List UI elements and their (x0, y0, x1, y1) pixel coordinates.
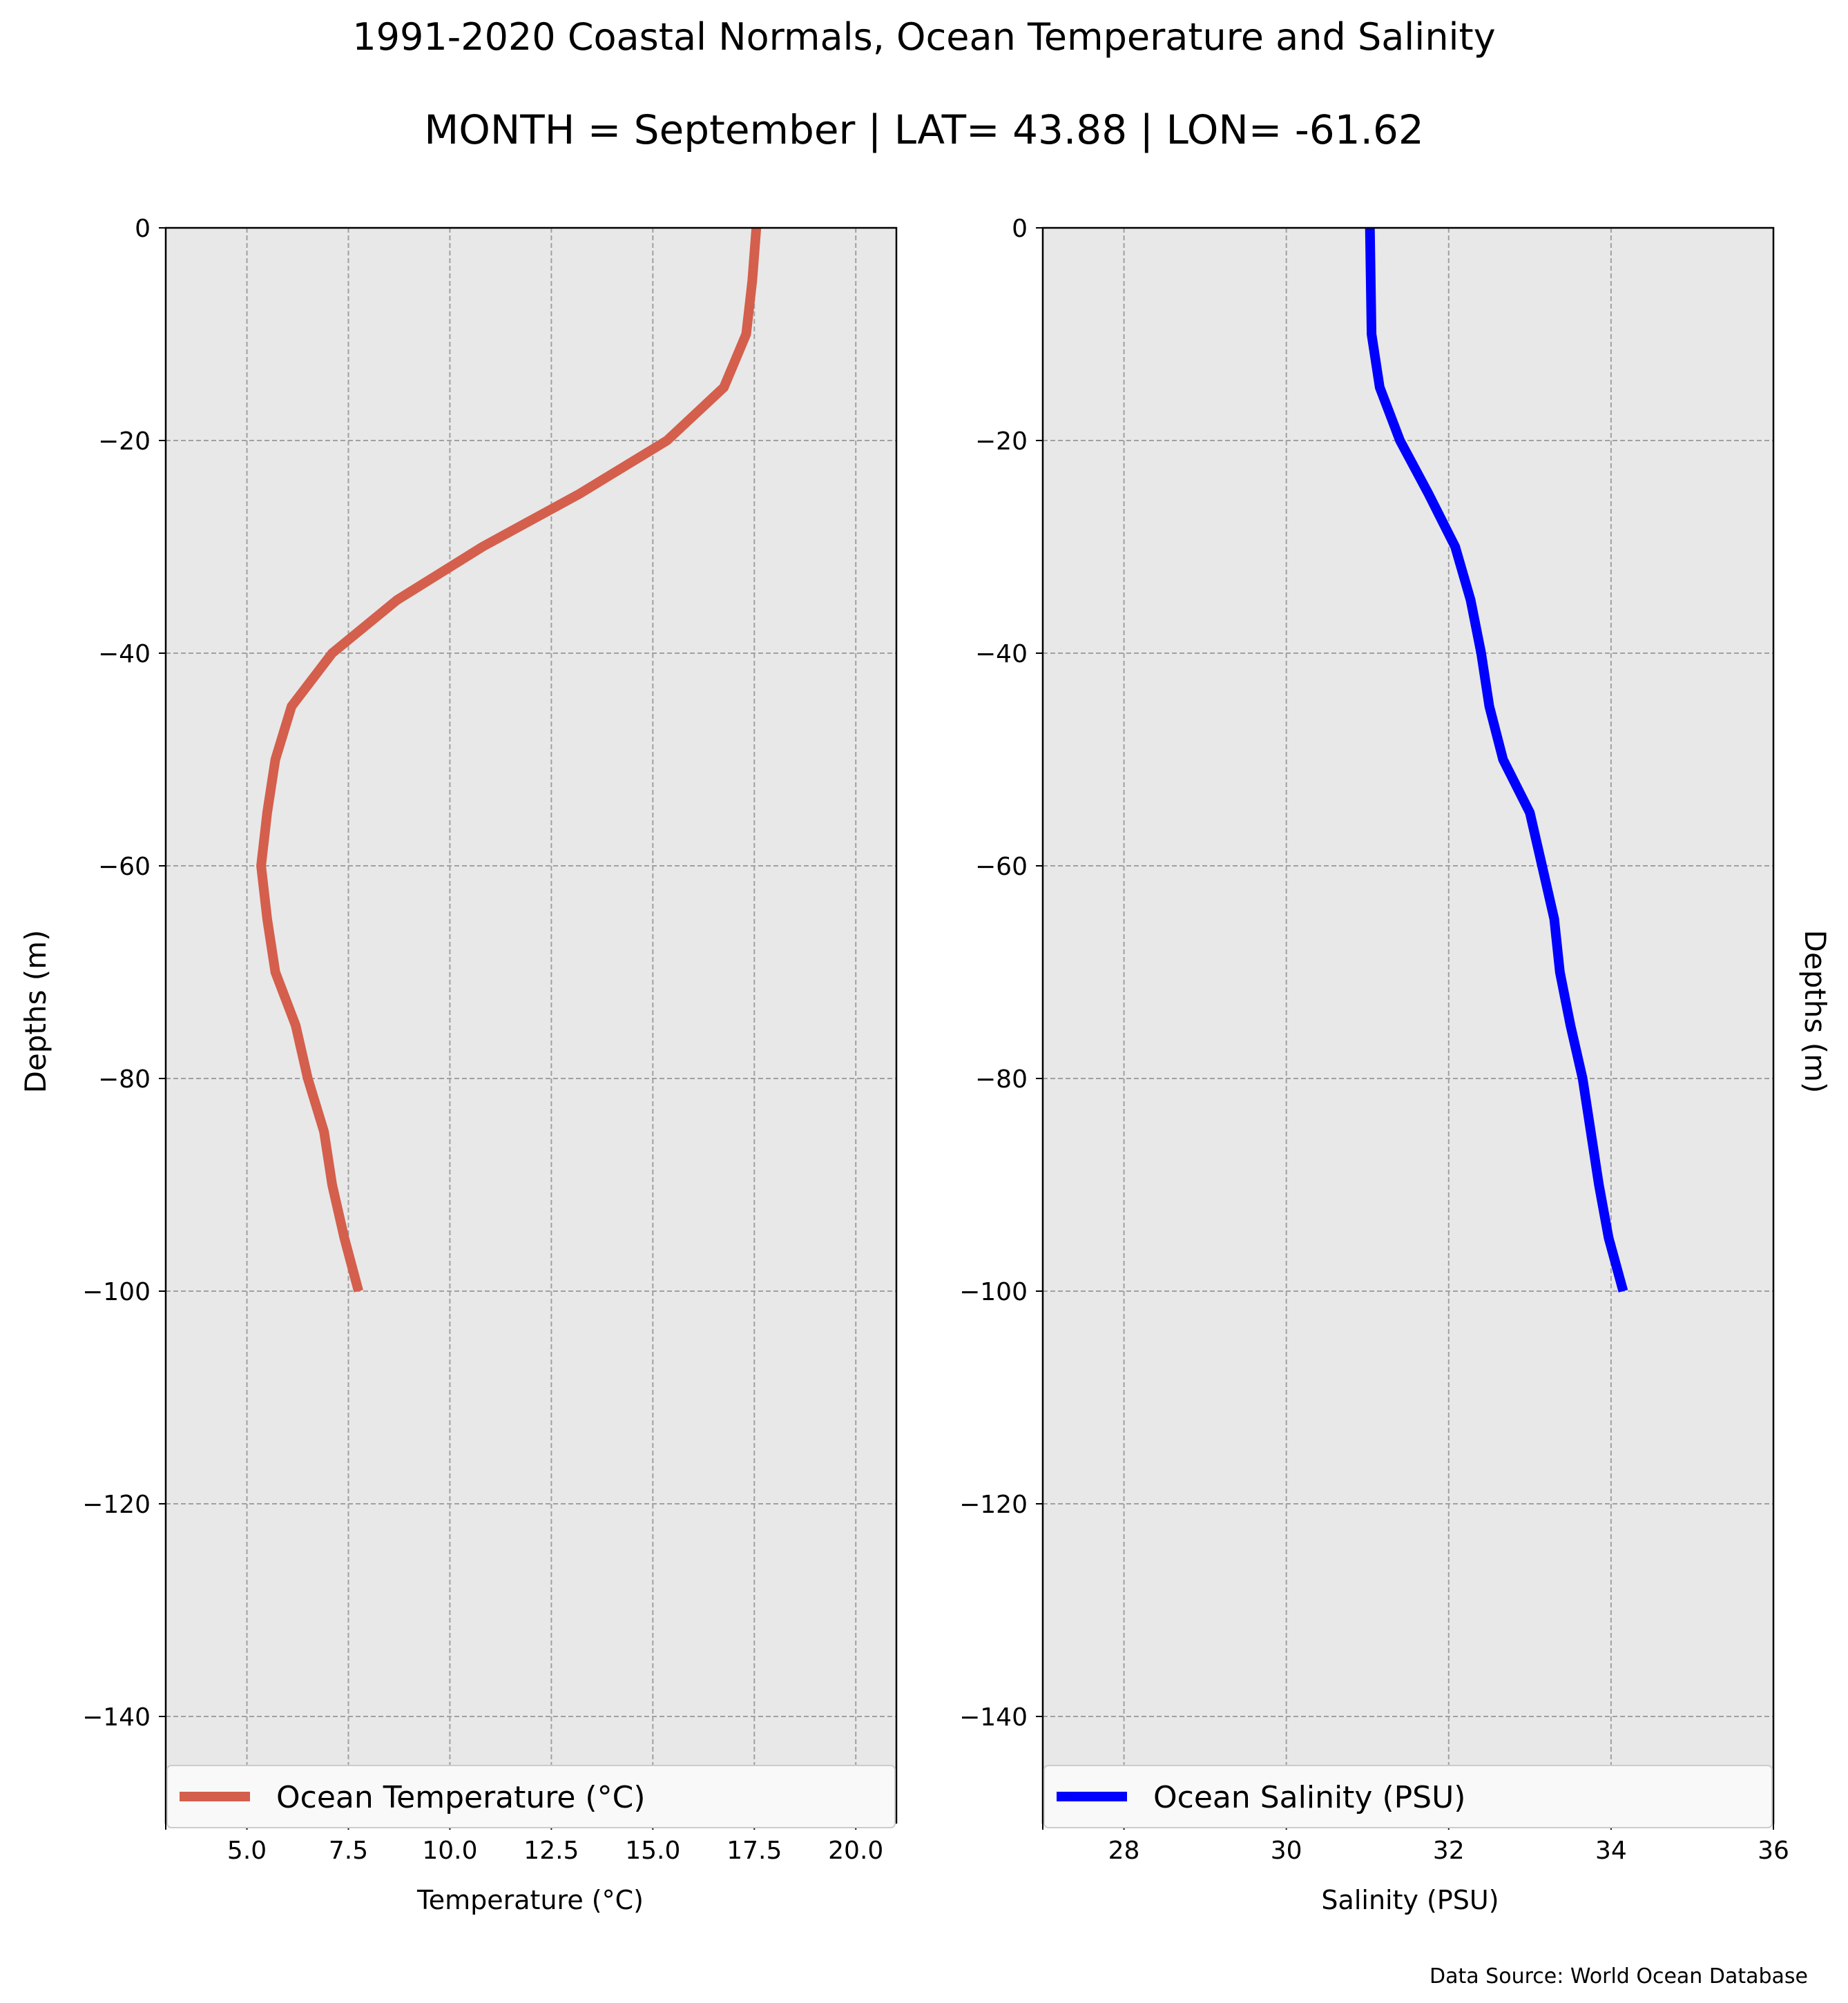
salinity-y-tick-label: −20 (975, 427, 1028, 456)
salinity-x-tick-label: 36 (1758, 1837, 1789, 1865)
temperature-series-line (256, 227, 762, 1293)
temperature-y-tick-label: −120 (82, 1491, 151, 1519)
salinity-x-tick-label: 32 (1433, 1837, 1465, 1865)
temperature-panel: 5.0 7.5 10.0 12.5 15.0 17.5 20.0 0 −20 −40 −60 −80 −… (82, 215, 898, 1865)
temperature-x-tick-label: 5.0 (227, 1837, 267, 1865)
salinity-y-tick-label: −100 (959, 1278, 1028, 1306)
temperature-y-tick-label: −40 (98, 640, 151, 668)
salinity-legend-label: Ocean Salinity (PSU) (1153, 1780, 1465, 1815)
data-source-note: Data Source: World Ocean Database (1430, 1964, 1808, 1989)
temperature-x-tick-label: 10.0 (422, 1837, 477, 1865)
temperature-x-tick-label: 20.0 (828, 1837, 883, 1865)
salinity-y-tick-label: 0 (1012, 215, 1028, 243)
y-axis-label-right: Depths (m) (1798, 930, 1832, 1094)
temperature-x-tick-label: 15.0 (625, 1837, 680, 1865)
temperature-legend: Ocean Temperature (°C) (166, 1765, 896, 1828)
salinity-y-tick-label: −120 (959, 1491, 1028, 1519)
salinity-x-tick-label: 28 (1108, 1837, 1140, 1865)
temperature-y-tick-label: −100 (82, 1278, 151, 1306)
salinity-y-tick-label: −60 (975, 853, 1028, 881)
temperature-y-tick-label: −60 (98, 853, 151, 881)
salinity-plot-area (1043, 228, 1773, 1823)
figure-title: 1991-2020 Coastal Normals, Ocean Tempera… (352, 15, 1495, 59)
temperature-y-tick-label: −20 (98, 427, 151, 456)
salinity-series-line (1365, 227, 1628, 1293)
temperature-x-tick-label: 17.5 (726, 1837, 782, 1865)
salinity-y-tick-label: −40 (975, 640, 1028, 668)
temperature-legend-label: Ocean Temperature (°C) (276, 1780, 646, 1815)
x-axis-label-temperature: Temperature (°C) (416, 1885, 644, 1915)
salinity-x-tick-label: 30 (1271, 1837, 1302, 1865)
temperature-y-tick-label: −140 (82, 1703, 151, 1732)
temperature-plot-area (166, 228, 896, 1823)
salinity-legend: Ocean Salinity (PSU) (1043, 1765, 1773, 1828)
temperature-legend-box (166, 1765, 896, 1828)
y-axis-label-left: Depths (m) (19, 930, 52, 1094)
salinity-x-tick-label: 34 (1595, 1837, 1627, 1865)
salinity-y-tick-label: −140 (959, 1703, 1028, 1732)
figure-subtitle: MONTH = September | LAT= 43.88 | LON= -6… (424, 106, 1424, 153)
salinity-legend-box (1043, 1765, 1773, 1828)
temperature-x-tick-label: 7.5 (329, 1837, 368, 1865)
temperature-x-tick-label: 12.5 (523, 1837, 579, 1865)
temperature-y-tick-label: −80 (98, 1065, 151, 1094)
salinity-panel: 28 30 32 34 36 0 −20 −40 −60 −80 −100 −120 −140 Ocean… (959, 215, 1789, 1865)
x-axis-label-salinity: Salinity (PSU) (1321, 1885, 1499, 1915)
temperature-y-tick-label: 0 (135, 215, 151, 243)
salinity-y-tick-label: −80 (975, 1065, 1028, 1094)
